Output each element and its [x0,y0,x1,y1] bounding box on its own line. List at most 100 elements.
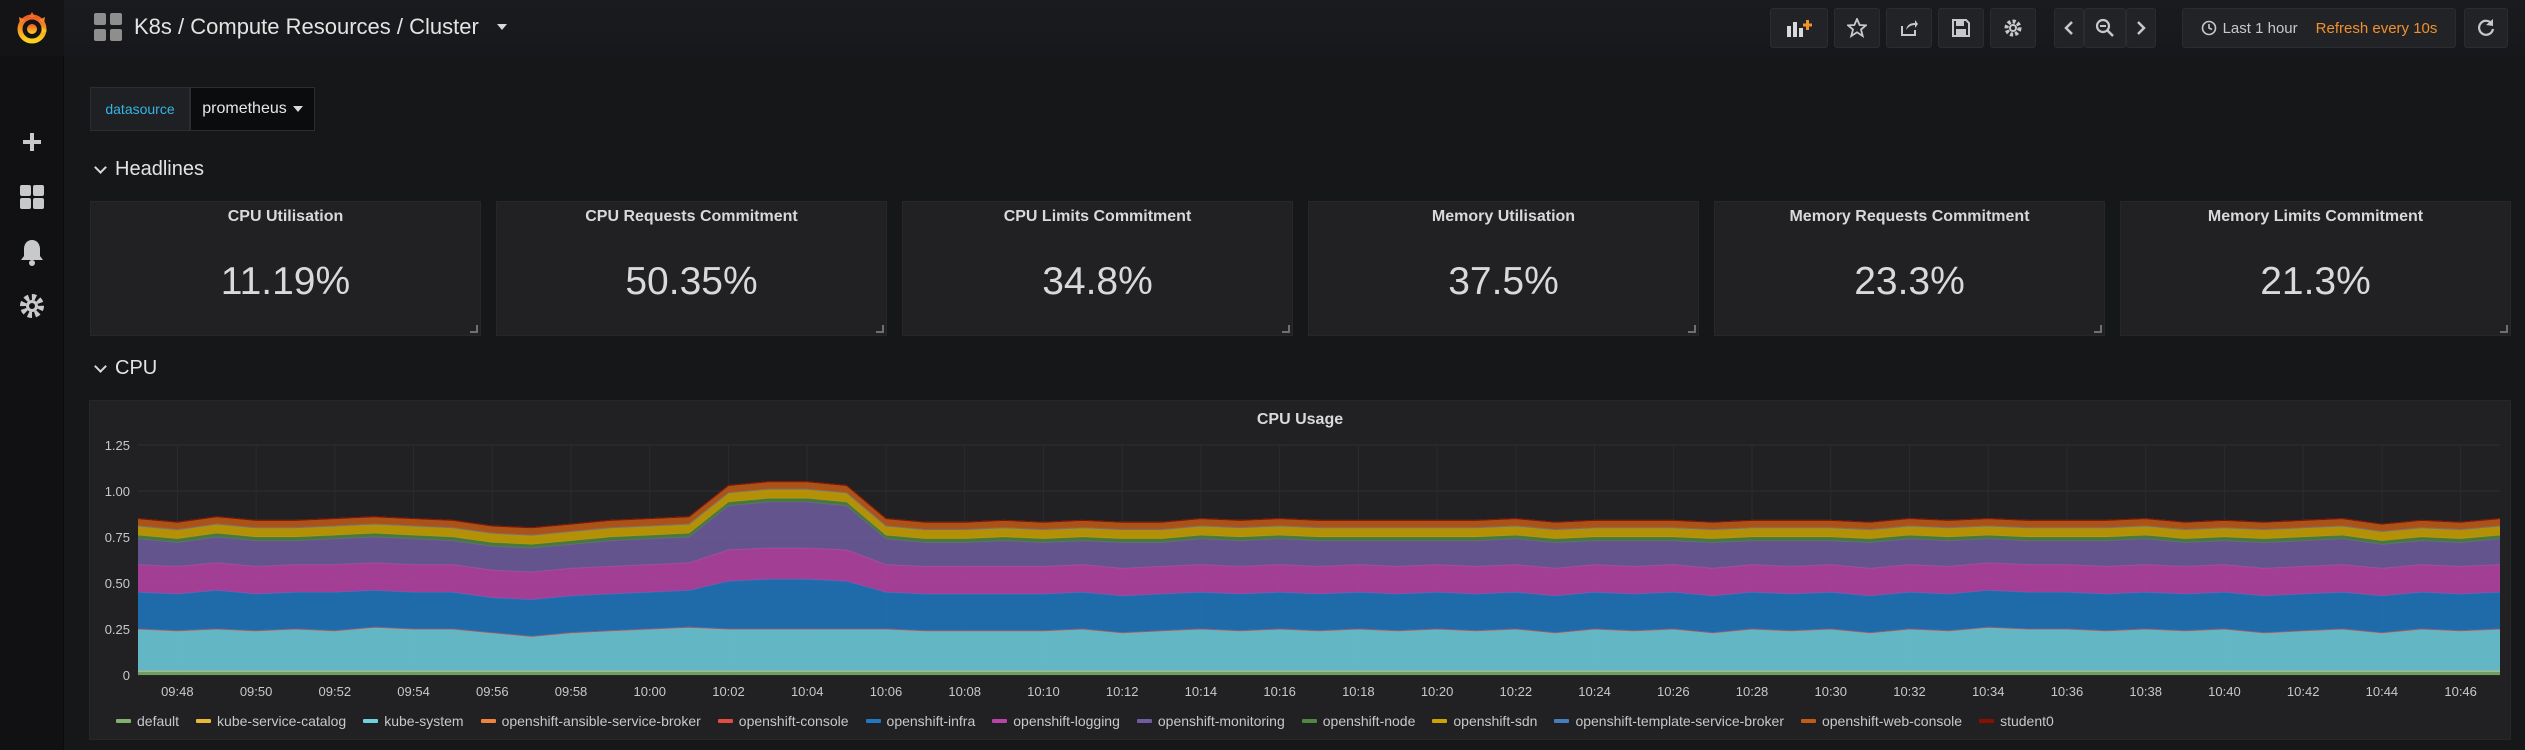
legend-item-openshift-logging[interactable]: openshift-logging [992,713,1120,729]
star-icon [1847,18,1867,38]
resize-handle[interactable] [1688,325,1696,333]
legend-item-openshift-infra[interactable]: openshift-infra [865,713,975,729]
legend-label: openshift-template-service-broker [1575,713,1784,729]
legend-label: default [137,713,180,729]
x-tick-label: 10:26 [1657,684,1690,699]
resize-handle[interactable] [876,325,884,333]
share-button[interactable] [1886,8,1932,48]
x-tick-label: 10:44 [2366,684,2399,699]
stat-panel-cpu-requests[interactable]: CPU Requests Commitment 50.35% [496,201,887,336]
legend-label: openshift-logging [1013,713,1120,729]
legend-item-default[interactable]: default [116,713,179,729]
area-openshift-sdn [138,489,2500,545]
stat-value: 37.5% [1448,260,1559,303]
y-tick-label: 0 [123,668,130,683]
refresh-icon [2478,19,2495,36]
time-back-button[interactable] [2054,8,2084,48]
stat-value: 50.35% [625,260,758,303]
legend-item-openshift-node[interactable]: openshift-node [1301,713,1416,729]
area-openshift-web-console [138,481,2500,536]
stat-panel-cpu-utilisation[interactable]: CPU Utilisation 11.19% [90,201,481,336]
cpu-usage-chart[interactable]: 0 0.25 0.50 0.75 1.00 1.25 09:48 09:50 09:52 09:5… [90,431,2510,731]
legend-label: openshift-sdn [1453,713,1538,729]
stat-panel-memory-limits[interactable]: Memory Limits Commitment 21.3% [2120,201,2511,336]
resize-handle[interactable] [2094,325,2102,333]
legend-item-openshift-template-service-broker[interactable]: openshift-template-service-broker [1554,713,1784,729]
legend-label: openshift-node [1322,713,1416,729]
stat-title: CPU Requests Commitment [585,208,798,225]
legend-item-kube-system[interactable]: kube-system [363,713,464,729]
caret-down-icon [292,106,303,112]
x-tick-label: 10:42 [2287,684,2320,699]
gear-icon[interactable] [0,284,64,328]
x-tick-label: 10:28 [1736,684,1769,699]
refresh-button[interactable] [2464,8,2508,48]
row-cpu-title: CPU [115,356,158,379]
x-tick-label: 10:04 [791,684,824,699]
legend-item-student0[interactable]: student0 [1979,713,2054,729]
datasource-value: prometheus [202,100,287,117]
x-tick-label: 10:18 [1342,684,1375,699]
x-tick-label: 09:52 [319,684,352,699]
x-tick-label: 09:48 [161,684,194,699]
stat-value: 11.19% [220,260,351,303]
resize-handle[interactable] [2500,325,2508,333]
clock-icon [2201,20,2216,36]
legend-label: openshift-web-console [1821,713,1963,729]
caret-down-icon [496,24,507,30]
graph-title: CPU Usage [1256,411,1344,428]
legend-label: openshift-ansible-service-broker [501,713,701,729]
x-tick-label: 09:58 [555,684,588,699]
stat-panel-cpu-limits[interactable]: CPU Limits Commitment 34.8% [902,201,1293,336]
cog-icon [2004,19,2022,37]
time-forward-button[interactable] [2126,8,2156,48]
legend-item-openshift-monitoring[interactable]: openshift-monitoring [1136,713,1285,729]
legend-label: kube-system [384,713,464,729]
x-tick-label: 10:10 [1027,684,1060,699]
line-student0 [137,481,2501,529]
cpu-usage-panel[interactable]: CPU Usage 0 0.25 0.50 0.75 1.00 1.25 09:48 09:5… [89,400,2511,740]
bell-icon[interactable] [0,230,64,274]
chevron-right-icon [2137,21,2146,35]
x-tick-label: 10:02 [712,684,745,699]
legend-item-openshift-sdn[interactable]: openshift-sdn [1432,713,1537,729]
resize-handle[interactable] [1282,325,1290,333]
stat-title: Memory Utilisation [1431,208,1576,225]
row-cpu[interactable]: CPU [94,353,158,383]
zoom-out-button[interactable] [2084,8,2126,48]
time-picker-button[interactable]: Last 1 hour Refresh every 10s [2182,8,2456,48]
row-headlines[interactable]: Headlines [94,154,204,184]
x-tick-label: 10:08 [948,684,981,699]
x-tick-label: 10:24 [1578,684,1611,699]
star-button[interactable] [1834,8,1880,48]
datasource-variable-select[interactable]: prometheus [190,87,315,131]
legend-label: student0 [2000,713,2054,729]
legend-swatch [865,719,881,723]
stat-panel-memory-utilisation[interactable]: Memory Utilisation 37.5% [1308,201,1699,336]
legend-item-openshift-console[interactable]: openshift-console [717,713,849,729]
plus-icon[interactable] [0,120,64,164]
legend-swatch [992,719,1008,723]
dashboard-title[interactable]: K8s / Compute Resources / Cluster [94,12,507,42]
legend-item-openshift-ansible-service-broker[interactable]: openshift-ansible-service-broker [480,713,701,729]
add-panel-button[interactable] [1770,8,1828,48]
top-navbar: K8s / Compute Resources / Cluster Last 1… [64,0,2525,56]
stat-panel-memory-requests[interactable]: Memory Requests Commitment 23.3% [1714,201,2105,336]
legend-swatch [363,719,379,723]
x-tick-label: 10:20 [1421,684,1454,699]
grafana-logo-icon[interactable] [0,0,64,56]
legend-swatch [1136,719,1152,723]
legend-swatch [116,719,131,723]
x-tick-label: 10:16 [1263,684,1296,699]
legend-item-openshift-web-console[interactable]: openshift-web-console [1800,713,1963,729]
dashboard-grid-icon [94,13,122,41]
legend-item-kube-service-catalog[interactable]: kube-service-catalog [196,713,346,729]
dashboards-icon[interactable] [0,175,64,219]
legend-swatch [1301,719,1317,723]
save-button[interactable] [1938,8,1984,48]
settings-button[interactable] [1990,8,2036,48]
x-tick-label: 10:22 [1500,684,1533,699]
x-tick-label: 10:00 [633,684,666,699]
x-tick-label: 10:38 [2129,684,2162,699]
resize-handle[interactable] [470,325,478,333]
